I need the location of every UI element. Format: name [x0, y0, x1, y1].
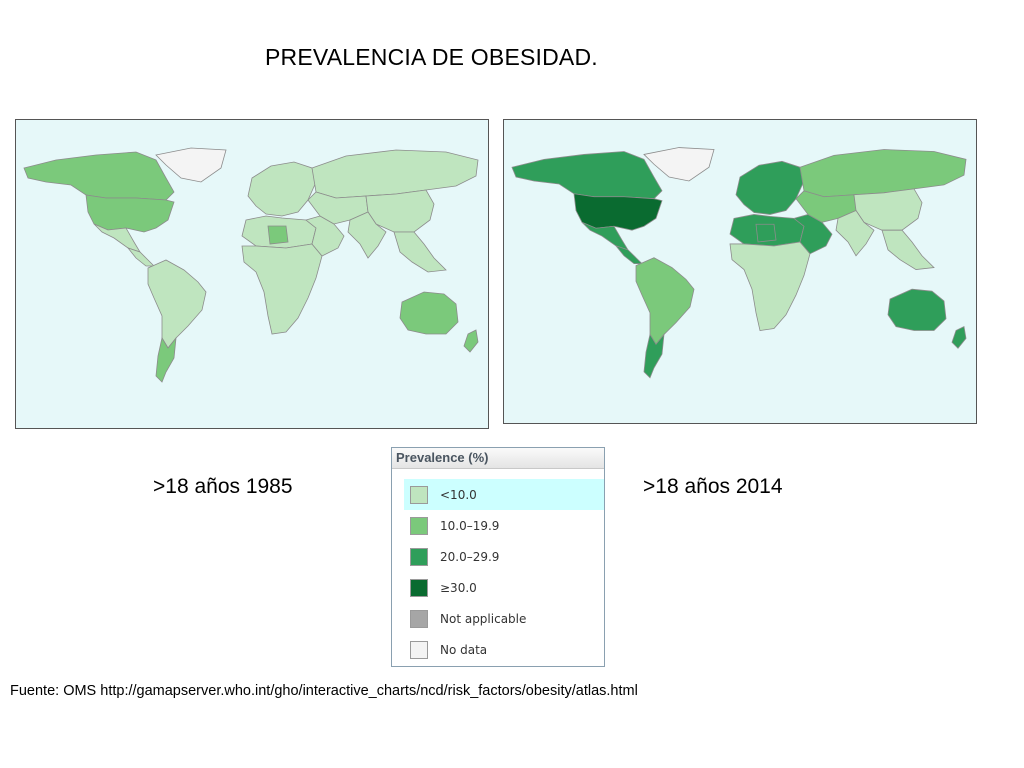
- region-new-zealand[interactable]: [463, 329, 479, 353]
- map-caption-2014: >18 años 2014: [643, 475, 783, 498]
- legend-item-not-applicable[interactable]: Not applicable: [404, 603, 526, 634]
- region-africa[interactable]: [729, 241, 811, 331]
- legend-item-lt10[interactable]: <10.0: [404, 479, 604, 510]
- legend-panel: Prevalence (%) <10.0 10.0–19.9 20.0–29.9…: [391, 447, 605, 667]
- legend-label: No data: [440, 642, 488, 657]
- region-africa[interactable]: [241, 243, 323, 335]
- region-europe[interactable]: [735, 160, 805, 215]
- map-svg-2014: [511, 147, 967, 379]
- legend-label: 20.0–29.9: [440, 549, 500, 564]
- region-russia[interactable]: [799, 149, 967, 198]
- region-central-america[interactable]: [614, 245, 643, 265]
- map-svg-1985: [23, 147, 479, 383]
- legend-swatch: [410, 578, 428, 597]
- region-australia[interactable]: [399, 291, 459, 335]
- region-india[interactable]: [347, 211, 387, 259]
- legend-item-20-29[interactable]: 20.0–29.9: [404, 541, 499, 572]
- region-libya[interactable]: [755, 223, 777, 243]
- legend-swatch: [410, 640, 428, 659]
- region-se-asia[interactable]: [393, 231, 447, 273]
- region-greenland[interactable]: [643, 147, 715, 182]
- legend-swatch: [410, 547, 428, 566]
- region-south-america[interactable]: [147, 259, 207, 349]
- region-europe[interactable]: [247, 161, 317, 217]
- legend-label: <10.0: [440, 487, 477, 502]
- legend-swatch: [410, 516, 428, 535]
- region-india[interactable]: [835, 210, 875, 257]
- world-map-2014[interactable]: [503, 119, 977, 424]
- region-libya[interactable]: [267, 225, 289, 245]
- legend-label: ≥30.0: [440, 580, 477, 595]
- legend-label: Not applicable: [440, 611, 527, 626]
- legend-item-gte30[interactable]: ≥30.0: [404, 572, 477, 603]
- map-caption-1985: >18 años 1985: [153, 475, 293, 498]
- region-new-zealand[interactable]: [951, 326, 967, 349]
- legend-label: 10.0–19.9: [440, 518, 500, 533]
- region-se-asia[interactable]: [881, 229, 935, 270]
- region-argentina[interactable]: [643, 333, 665, 379]
- region-north-america[interactable]: [23, 151, 175, 201]
- region-russia[interactable]: [311, 149, 479, 199]
- legend-item-no-data[interactable]: No data: [404, 634, 487, 665]
- region-central-america[interactable]: [126, 247, 155, 267]
- world-map-1985[interactable]: [15, 119, 489, 429]
- source-citation: Fuente: OMS http://gamapserver.who.int/g…: [10, 683, 638, 699]
- region-north-america[interactable]: [511, 151, 663, 200]
- region-greenland[interactable]: [155, 147, 227, 183]
- legend-swatch: [410, 485, 428, 504]
- legend-swatch: [410, 609, 428, 628]
- region-australia[interactable]: [887, 288, 947, 331]
- region-south-america[interactable]: [635, 257, 695, 345]
- legend-title: Prevalence (%): [392, 448, 604, 469]
- region-argentina[interactable]: [155, 336, 177, 383]
- legend-item-10-19[interactable]: 10.0–19.9: [404, 510, 499, 541]
- page-title: PREVALENCIA DE OBESIDAD.: [265, 44, 598, 70]
